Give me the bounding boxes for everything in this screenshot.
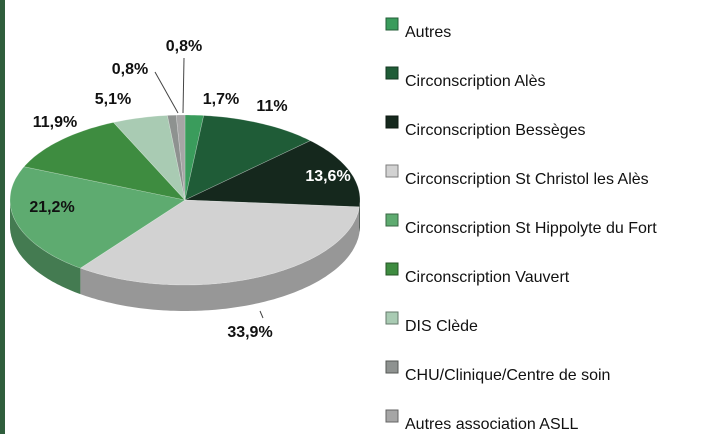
left-border (0, 0, 5, 434)
slice (9, 166, 186, 269)
legend-swatch (385, 360, 399, 374)
legend-swatch (385, 66, 399, 80)
legend-label: Circonscription Vauvert (405, 269, 570, 286)
data-label: 13,6% (305, 168, 350, 185)
data-label: 1,7% (203, 91, 239, 108)
legend-swatch (385, 213, 399, 227)
slice (112, 115, 186, 202)
legend-label: CHU/Clinique/Centre de soin (405, 367, 610, 384)
slice-side (80, 206, 360, 311)
data-label: 21,2% (29, 199, 74, 216)
leader-line (182, 57, 185, 114)
legend-swatch (385, 164, 399, 178)
legend-swatch (385, 262, 399, 276)
legend-label: Autres association ASLL (405, 416, 579, 433)
legend-swatch (385, 311, 399, 325)
legend: Autres Circonscription Alès Circonscriptio… (385, 17, 657, 433)
legend-label: Circonscription St Christol les Alès (405, 171, 649, 188)
slice (79, 199, 360, 286)
legend-label: Circonscription Bessèges (405, 122, 586, 139)
slice (23, 122, 186, 201)
slice (184, 140, 361, 208)
leader-line (259, 310, 264, 319)
legend-swatch (385, 115, 399, 129)
data-label: 11,9% (33, 114, 77, 131)
data-label: 33,9% (227, 324, 272, 341)
slice-side (10, 200, 81, 295)
data-label: 0,8% (166, 38, 202, 55)
slice (175, 114, 186, 201)
legend-label: Circonscription Alès (405, 73, 546, 90)
slice (184, 114, 205, 201)
leader-line (154, 71, 179, 114)
legend-label: Circonscription St Hippolyte du Fort (405, 220, 657, 237)
pie: 1,7% 11% 13,6% 33,9% 21,2% 11,9% 5,1% 0,8% 0,8% (9, 38, 361, 341)
legend-label: Autres (405, 24, 451, 41)
data-label: 5,1% (95, 91, 131, 108)
slice (184, 115, 311, 201)
legend-label: DIS Clède (405, 318, 478, 335)
legend-swatch (385, 17, 399, 31)
data-label: 11% (256, 98, 287, 115)
data-label: 0,8% (112, 61, 148, 78)
legend-swatch (385, 409, 399, 423)
slice-side (359, 200, 360, 233)
